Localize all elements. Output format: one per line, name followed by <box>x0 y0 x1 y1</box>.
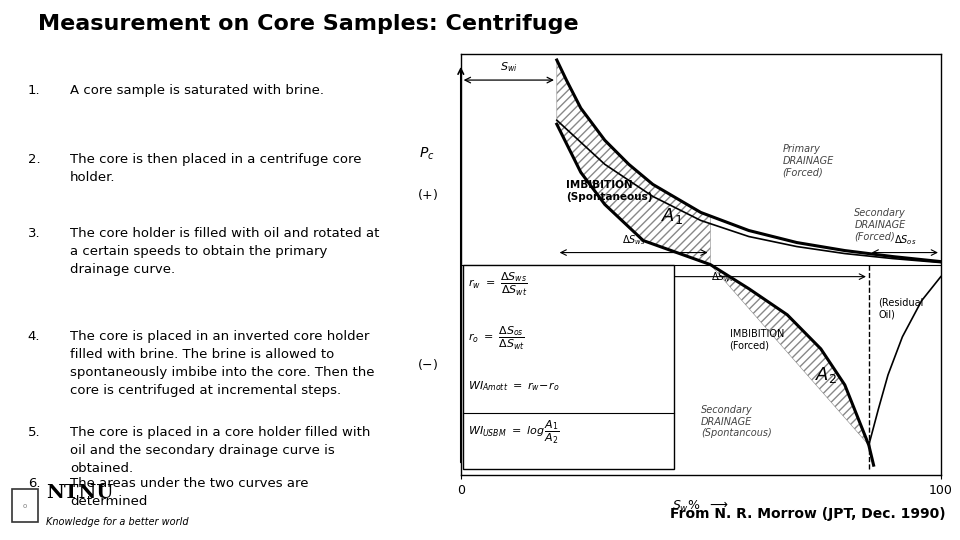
Text: 4.: 4. <box>28 330 40 343</box>
Text: The core holder is filled with oil and rotated at
a certain speeds to obtain the: The core holder is filled with oil and r… <box>70 227 379 276</box>
Text: o: o <box>23 503 27 509</box>
Text: 1.: 1. <box>28 84 40 97</box>
Text: $r_w\ =\ \dfrac{\Delta S_{ws}}{\Delta S_{wt}}$: $r_w\ =\ \dfrac{\Delta S_{ws}}{\Delta S_… <box>468 271 528 298</box>
Text: The core is then placed in a centrifuge core
holder.: The core is then placed in a centrifuge … <box>70 153 361 184</box>
Text: $A_1$: $A_1$ <box>660 206 684 226</box>
Text: The core is placed in a core holder filled with
oil and the secondary drainage c: The core is placed in a core holder fill… <box>70 426 371 475</box>
Text: $\Delta S_{wt}$: $\Delta S_{wt}$ <box>710 271 734 285</box>
Text: 5.: 5. <box>28 426 40 438</box>
Text: $WI_{Amott}\ =\ r_w\!-\!r_o$: $WI_{Amott}\ =\ r_w\!-\!r_o$ <box>468 379 560 393</box>
Text: 6.: 6. <box>28 477 40 490</box>
Text: $r_o\ =\ \dfrac{\Delta S_{os}}{\Delta S_{wt}}$: $r_o\ =\ \dfrac{\Delta S_{os}}{\Delta S_… <box>468 325 525 352</box>
Bar <box>12 489 38 522</box>
Text: Measurement on Core Samples: Centrifuge: Measurement on Core Samples: Centrifuge <box>37 14 578 35</box>
Text: (Residual
Oil): (Residual Oil) <box>878 298 924 320</box>
Text: IMBIBITION
(Forced): IMBIBITION (Forced) <box>730 329 784 350</box>
Text: $S_w$%  $\longrightarrow$: $S_w$% $\longrightarrow$ <box>672 500 730 515</box>
Text: $(-)$: $(-)$ <box>417 357 438 373</box>
Text: $P_c$: $P_c$ <box>420 146 435 163</box>
Text: $S_{wi}$: $S_{wi}$ <box>500 60 517 74</box>
Text: NTNU: NTNU <box>46 484 113 502</box>
Text: Knowledge for a better world: Knowledge for a better world <box>46 517 189 527</box>
Text: A core sample is saturated with brine.: A core sample is saturated with brine. <box>70 84 324 97</box>
Text: The core is placed in an inverted core holder
filled with brine. The brine is al: The core is placed in an inverted core h… <box>70 330 374 397</box>
Text: 3.: 3. <box>28 227 40 240</box>
Text: $A_2$: $A_2$ <box>815 365 836 385</box>
Text: $\Delta S_{os}$: $\Delta S_{os}$ <box>894 233 916 247</box>
Text: IMBIBITION
(Spontaneous): IMBIBITION (Spontaneous) <box>566 180 653 202</box>
Text: The areas under the two curves are
determined: The areas under the two curves are deter… <box>70 477 308 508</box>
Text: $(+)$: $(+)$ <box>417 187 438 202</box>
Text: Secondary
DRAINAGE
(Forced): Secondary DRAINAGE (Forced) <box>854 208 906 241</box>
Text: $WI_{USBM}\ =\ log\,\dfrac{A_1}{A_2}$: $WI_{USBM}\ =\ log\,\dfrac{A_1}{A_2}$ <box>468 419 560 446</box>
Text: Primary
DRAINAGE
(Forced): Primary DRAINAGE (Forced) <box>782 144 833 178</box>
Bar <box>463 265 674 469</box>
Text: From N. R. Morrow (JPT, Dec. 1990): From N. R. Morrow (JPT, Dec. 1990) <box>670 507 946 521</box>
Text: $\Delta S_{ws}$: $\Delta S_{ws}$ <box>622 233 645 247</box>
Text: 2.: 2. <box>28 153 40 166</box>
Text: Secondary
DRAINAGE
(Spontancous): Secondary DRAINAGE (Spontancous) <box>701 405 772 438</box>
